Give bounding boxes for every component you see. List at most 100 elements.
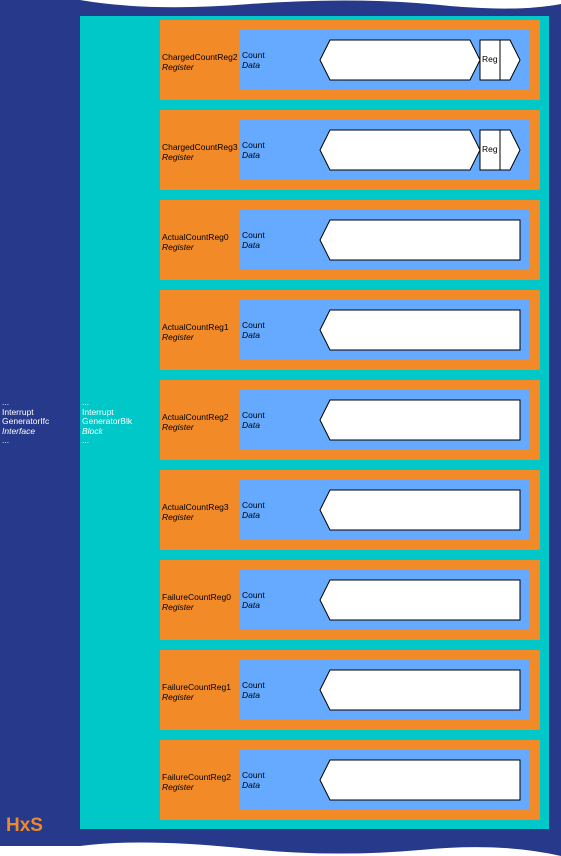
interface-dots-bottom: ...	[2, 435, 10, 445]
reg-tag-label: Reg	[482, 144, 498, 154]
register-type: Register	[162, 241, 194, 252]
data-field-label: Count Data	[242, 410, 265, 430]
register-box[interactable]: ChargedCountReg2 Register Count Data Reg	[160, 20, 540, 100]
register-label: FailureCountReg0 Register	[162, 593, 241, 612]
field-value-shape	[319, 309, 521, 351]
register-type: Register	[162, 421, 194, 432]
data-field-box[interactable]: Count Data Reg	[240, 120, 530, 180]
register-label: FailureCountReg2 Register	[162, 773, 241, 792]
field-value-shape	[319, 219, 521, 261]
field-value-shape	[319, 759, 521, 801]
interface-name-line2: GeneratorIfc	[2, 416, 50, 426]
register-label: ChargedCountReg3 Register	[162, 143, 241, 162]
block-name-line1: Interrupt	[82, 406, 114, 417]
field-type: Data	[242, 509, 260, 520]
register-name: ActualCountReg3	[162, 503, 229, 512]
data-field-label: Count Data	[242, 590, 265, 610]
register-label: ActualCountReg2 Register	[162, 413, 241, 432]
data-field-label: Count Data	[242, 500, 265, 520]
field-type: Data	[242, 689, 260, 700]
field-shape	[319, 579, 521, 621]
field-value-shape	[319, 489, 521, 531]
data-field-box[interactable]: Count Data	[240, 750, 530, 810]
data-field-box[interactable]: Count Data	[240, 390, 530, 450]
data-field-box[interactable]: Count Data Reg	[240, 30, 530, 90]
register-type: Register	[162, 781, 194, 792]
register-box[interactable]: ActualCountReg0 Register Count Data	[160, 200, 540, 280]
data-field-label: Count Data	[242, 680, 265, 700]
register-box[interactable]: ActualCountReg1 Register Count Data	[160, 290, 540, 370]
field-value-shape	[319, 129, 481, 171]
field-value-shape	[319, 399, 521, 441]
register-name: ActualCountReg1	[162, 323, 229, 332]
data-field-box[interactable]: Count Data	[240, 480, 530, 540]
register-name: ChargedCountReg3	[162, 143, 238, 152]
data-field-box[interactable]: Count Data	[240, 210, 530, 270]
register-name: ActualCountReg2	[162, 413, 229, 422]
field-value-shape	[319, 39, 481, 81]
data-field-label: Count Data	[242, 230, 265, 250]
field-type: Data	[242, 779, 260, 790]
field-shape	[319, 399, 521, 441]
register-name: FailureCountReg1	[162, 683, 231, 692]
block-dots-bottom: ...	[82, 435, 90, 445]
field-type: Data	[242, 149, 260, 160]
register-box[interactable]: ActualCountReg3 Register Count Data	[160, 470, 540, 550]
data-field-box[interactable]: Count Data	[240, 660, 530, 720]
data-field-label: Count Data	[242, 140, 265, 160]
data-field-label: Count Data	[242, 770, 265, 790]
field-shape	[319, 489, 521, 531]
block-type: Block	[82, 425, 103, 436]
register-type: Register	[162, 331, 194, 342]
field-name: Count	[242, 590, 265, 600]
register-name: FailureCountReg0	[162, 593, 231, 602]
register-label: ActualCountReg1 Register	[162, 323, 241, 342]
register-label: ActualCountReg3 Register	[162, 503, 241, 522]
field-name: Count	[242, 410, 265, 420]
register-type: Register	[162, 691, 194, 702]
interface-label: ... Interrupt GeneratorIfc Interface ...	[2, 397, 50, 446]
register-box[interactable]: FailureCountReg2 Register Count Data	[160, 740, 540, 820]
register-box[interactable]: ChargedCountReg3 Register Count Data Reg	[160, 110, 540, 190]
block-name-line2: GeneratorBlk	[82, 416, 133, 426]
interface-name-line1: Interrupt	[2, 406, 34, 417]
field-type: Data	[242, 239, 260, 250]
interface-type: Interface	[2, 425, 36, 436]
field-shape	[319, 309, 521, 351]
register-box[interactable]: ActualCountReg2 Register Count Data	[160, 380, 540, 460]
register-box[interactable]: FailureCountReg0 Register Count Data	[160, 560, 540, 640]
field-shape	[319, 39, 521, 81]
field-type: Data	[242, 59, 260, 70]
register-name: ChargedCountReg2	[162, 53, 238, 62]
field-type: Data	[242, 419, 260, 430]
data-field-box[interactable]: Count Data	[240, 570, 530, 630]
data-field-label: Count Data	[242, 50, 265, 70]
field-shape	[319, 129, 521, 171]
register-label: ChargedCountReg2 Register	[162, 53, 241, 72]
field-shape	[319, 219, 521, 261]
interface-dots-top: ...	[2, 397, 10, 407]
data-field-label: Count Data	[242, 320, 265, 340]
data-field-box[interactable]: Count Data	[240, 300, 530, 360]
field-name: Count	[242, 50, 265, 60]
reg-tag-label: Reg	[482, 54, 498, 64]
block-dots-top: ...	[82, 397, 90, 407]
register-box[interactable]: FailureCountReg1 Register Count Data	[160, 650, 540, 730]
block-label: ... Interrupt GeneratorBlk Block ...	[82, 397, 133, 446]
field-type: Data	[242, 599, 260, 610]
field-name: Count	[242, 770, 265, 780]
register-label: FailureCountReg1 Register	[162, 683, 241, 702]
register-label: ActualCountReg0 Register	[162, 233, 241, 252]
register-name: FailureCountReg2	[162, 773, 231, 782]
field-name: Count	[242, 680, 265, 690]
field-name: Count	[242, 320, 265, 330]
field-type: Data	[242, 329, 260, 340]
field-shape	[319, 669, 521, 711]
register-name: ActualCountReg0	[162, 233, 229, 242]
register-type: Register	[162, 601, 194, 612]
field-value-shape	[319, 669, 521, 711]
field-value-shape	[319, 579, 521, 621]
register-type: Register	[162, 511, 194, 522]
field-shape	[319, 759, 521, 801]
register-type: Register	[162, 61, 194, 72]
